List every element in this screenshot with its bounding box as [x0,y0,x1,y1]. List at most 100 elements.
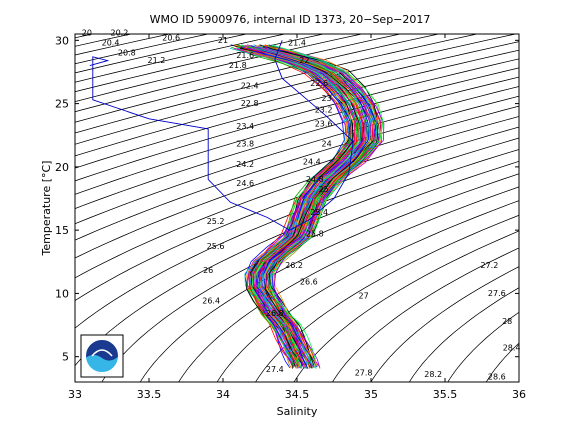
x-tick-label: 33.5 [137,388,162,401]
contour-label: 23 [322,94,332,103]
density-isopycnal-extra [370,266,519,382]
density-isopycnal-extra [0,21,37,394]
density-isopycnal-extra [75,76,519,209]
contour-label: 25.6 [207,242,225,251]
contour-label: 27.8 [355,369,373,378]
density-isopycnal-extra [75,116,519,279]
density-isopycnal-extra [75,105,519,259]
x-axis: 33 33.5 34 34.5 35 35.5 36 [68,34,526,401]
contour-label: 25.8 [306,229,324,238]
contour-label: 26.8 [266,309,284,318]
profile-line [268,48,379,366]
profile-line [264,44,374,368]
noaa-logo [80,334,124,378]
contour-label: 26 [203,266,213,275]
y-tick-label: 30 [55,34,69,47]
contour-label: 25.4 [310,208,328,217]
density-isopycnal-extra [518,21,576,394]
contour-label: 22.8 [241,99,259,108]
density-isopycnal [139,173,519,382]
profile-line [270,44,384,369]
y-tick-label: 5 [62,351,69,364]
density-isopycnal-extra [178,186,519,382]
density-isopycnal [0,21,37,394]
contour-label: 26.6 [300,278,318,287]
density-isopycnal-extra [0,21,75,394]
profile-bundle [229,44,385,369]
density-isopycnal-extra [139,173,519,382]
contour-label: 22.4 [241,81,259,90]
density-isopycnal-extra [75,86,519,224]
profile-line [261,48,371,366]
profile-line [273,45,382,367]
density-isopycnal-extra [409,287,519,382]
density-isopycnal-extra [75,58,519,182]
reference-profile [89,40,354,231]
density-isopycnal [216,200,519,382]
density-isopycnal-extra [485,342,519,382]
contour-label: 20.6 [162,33,180,42]
x-tick-label: 35 [364,388,378,401]
density-isopycnal-extra [75,34,402,113]
contour-label: 24.8 [306,175,324,184]
contour-label: 27 [359,291,369,300]
contour-label: 28.6 [488,372,506,381]
reference-profile-line [89,40,354,231]
y-tick-label: 15 [55,224,69,237]
x-tick-label: 34.5 [285,388,310,401]
contour-label: 21.4 [288,38,306,47]
contour-label: 23.4 [236,122,254,131]
contour-label: 28.2 [424,370,442,379]
density-isopycnal [485,342,519,382]
contour-label: 22.6 [310,79,328,88]
density-isopycnal-extra [216,200,519,382]
contour-label: 21.6 [236,51,254,60]
contour-label: 27.4 [266,365,284,374]
contour-label: 20.4 [102,38,120,47]
contour-label: 24 [322,140,332,149]
density-isopycnal [408,287,519,382]
contour-label: 20.8 [118,49,136,58]
contour-label: 26.2 [285,261,303,270]
y-tick-label: 20 [55,161,69,174]
contour-label: 25.2 [207,217,225,226]
density-isopycnal-extra [293,230,519,382]
density-isopycnal-extra [75,34,325,92]
profile-line [238,45,352,367]
density-isopycnal-extra [75,34,517,145]
density-isopycnal-extra [101,161,519,382]
contour-label: 27.6 [488,289,506,298]
contour-label: 23.8 [236,140,254,149]
density-isopycnal-extra [75,34,440,123]
contour-labels: 20 20.220.4 20.6 20.8 21 21.2 21.4 21.621.8 22 22… [82,28,521,381]
x-tick-label: 33 [68,388,82,401]
density-isopycnal-extra [332,247,519,382]
contour-label: 28 [502,317,512,326]
profile-line [273,46,385,369]
density-isopycnal [370,266,519,382]
density-isopycnal-extra [75,126,519,301]
chart-title: WMO ID 5900976, internal ID 1373, 20−Sep… [150,13,431,26]
y-tick-label: 25 [55,98,69,111]
profile-line [248,46,361,366]
density-isopycnal [0,21,75,394]
density-isopycnal-extra [75,34,363,102]
x-tick-label: 36 [512,388,526,401]
density-isopycnal-extra [447,311,519,382]
contour-label: 21.8 [229,61,247,70]
density-isopycnal-extra [556,21,576,394]
contour-label: 21.2 [147,56,165,65]
density-isopycnal-extra [75,34,479,134]
contour-label: 27.2 [480,261,498,270]
y-axis-label: Temperature [°C] [40,161,53,257]
contour-label: 20.2 [110,28,128,37]
y-tick-label: 10 [55,287,69,300]
contour-label: 23.6 [315,119,333,128]
contour-label: 24.4 [303,157,321,166]
profile-line [254,45,366,369]
contour-label: 25 [319,185,329,194]
density-isopycnal-extra [75,149,519,367]
contour-label: 20 [82,28,92,37]
x-tick-label: 35.5 [433,388,458,401]
